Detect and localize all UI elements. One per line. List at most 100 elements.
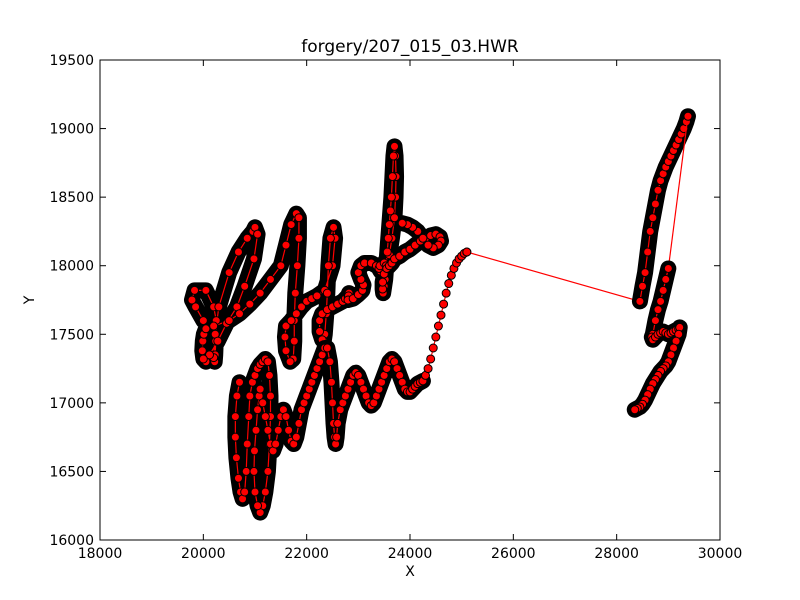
- data-point: [281, 412, 291, 422]
- data-point: [292, 261, 302, 271]
- series-line: [667, 116, 689, 269]
- data-point: [441, 288, 451, 298]
- data-point: [322, 343, 332, 353]
- series-6: [626, 260, 688, 418]
- y-axis-label: Y: [22, 295, 38, 305]
- data-point: [656, 296, 666, 306]
- data-point: [661, 274, 671, 284]
- data-point: [205, 350, 215, 360]
- x-tick-label: 30000: [698, 546, 743, 562]
- data-point: [387, 172, 397, 182]
- x-axis-label: X: [405, 564, 415, 580]
- data-point: [323, 261, 333, 271]
- series-line: [466, 251, 641, 302]
- data-point: [249, 466, 259, 476]
- y-tick-label: 16000: [49, 533, 94, 549]
- data-point: [428, 343, 438, 353]
- data-point: [281, 346, 291, 356]
- x-tick-label: 26000: [491, 546, 536, 562]
- data-point: [653, 185, 663, 195]
- data-point: [312, 291, 322, 301]
- x-tick-label: 28000: [594, 546, 639, 562]
- series-0: [183, 138, 449, 370]
- series-3: [462, 247, 645, 306]
- data-point: [241, 466, 251, 476]
- series-2: [418, 247, 472, 386]
- data-point: [253, 229, 263, 239]
- data-point: [426, 354, 436, 364]
- data-point: [423, 364, 433, 374]
- data-point: [390, 213, 399, 223]
- series-1: [227, 340, 431, 521]
- data-point: [325, 357, 335, 367]
- data-point: [333, 418, 343, 428]
- data-point: [242, 439, 252, 449]
- data-point: [294, 233, 304, 243]
- data-point: [291, 432, 301, 442]
- data-point: [645, 226, 655, 236]
- data-point: [294, 213, 304, 223]
- data-point: [378, 277, 388, 287]
- data-point: [255, 384, 265, 394]
- x-tick-label: 22000: [284, 546, 329, 562]
- data-point: [291, 309, 301, 319]
- x-tick-label: 20000: [181, 546, 226, 562]
- data-point: [663, 263, 673, 273]
- data-point: [231, 453, 241, 463]
- data-point: [253, 501, 263, 511]
- data-point: [290, 288, 300, 298]
- data-point: [191, 302, 201, 312]
- data-point: [650, 199, 660, 209]
- y-tick-label: 18500: [49, 190, 94, 206]
- data-point: [384, 220, 394, 230]
- data-point: [263, 425, 273, 435]
- data-point: [297, 302, 306, 312]
- data-point: [638, 281, 647, 291]
- data-point: [332, 432, 342, 442]
- data-point: [329, 222, 339, 232]
- data-point: [245, 391, 255, 401]
- data-point: [235, 309, 244, 319]
- data-point: [242, 233, 252, 243]
- data-point: [286, 220, 296, 230]
- data-point: [276, 261, 286, 271]
- y-tick-label: 19000: [49, 122, 94, 138]
- data-point: [250, 487, 260, 497]
- data-point: [418, 233, 428, 243]
- data-point: [264, 370, 274, 380]
- data-point: [382, 247, 392, 257]
- data-point: [436, 310, 446, 320]
- y-tick-label: 17500: [49, 327, 94, 343]
- data-point: [383, 233, 393, 243]
- data-point: [439, 299, 449, 309]
- y-tick-label: 18000: [49, 259, 94, 275]
- data-point: [232, 391, 242, 401]
- data-point: [255, 288, 265, 298]
- x-tick-label: 18000: [78, 546, 123, 562]
- data-point: [433, 321, 443, 331]
- data-point: [650, 316, 660, 326]
- data-point: [249, 446, 259, 456]
- data-point: [397, 218, 407, 228]
- data-point: [328, 398, 337, 408]
- data-point: [640, 268, 650, 278]
- data-point: [258, 398, 268, 408]
- data-point: [213, 336, 223, 346]
- data-point: [284, 425, 294, 435]
- data-point: [658, 285, 668, 295]
- data-point: [230, 412, 240, 422]
- data-point: [630, 405, 640, 415]
- data-point: [444, 279, 454, 289]
- data-point: [388, 151, 398, 161]
- data-point: [224, 268, 234, 278]
- data-point: [289, 336, 299, 346]
- data-point: [266, 391, 275, 401]
- data-point: [271, 439, 281, 449]
- data-point: [198, 354, 208, 364]
- data-point: [201, 324, 211, 334]
- data-point: [280, 332, 290, 342]
- data-point: [249, 254, 259, 264]
- data-point: [294, 418, 304, 428]
- data-point: [260, 487, 270, 497]
